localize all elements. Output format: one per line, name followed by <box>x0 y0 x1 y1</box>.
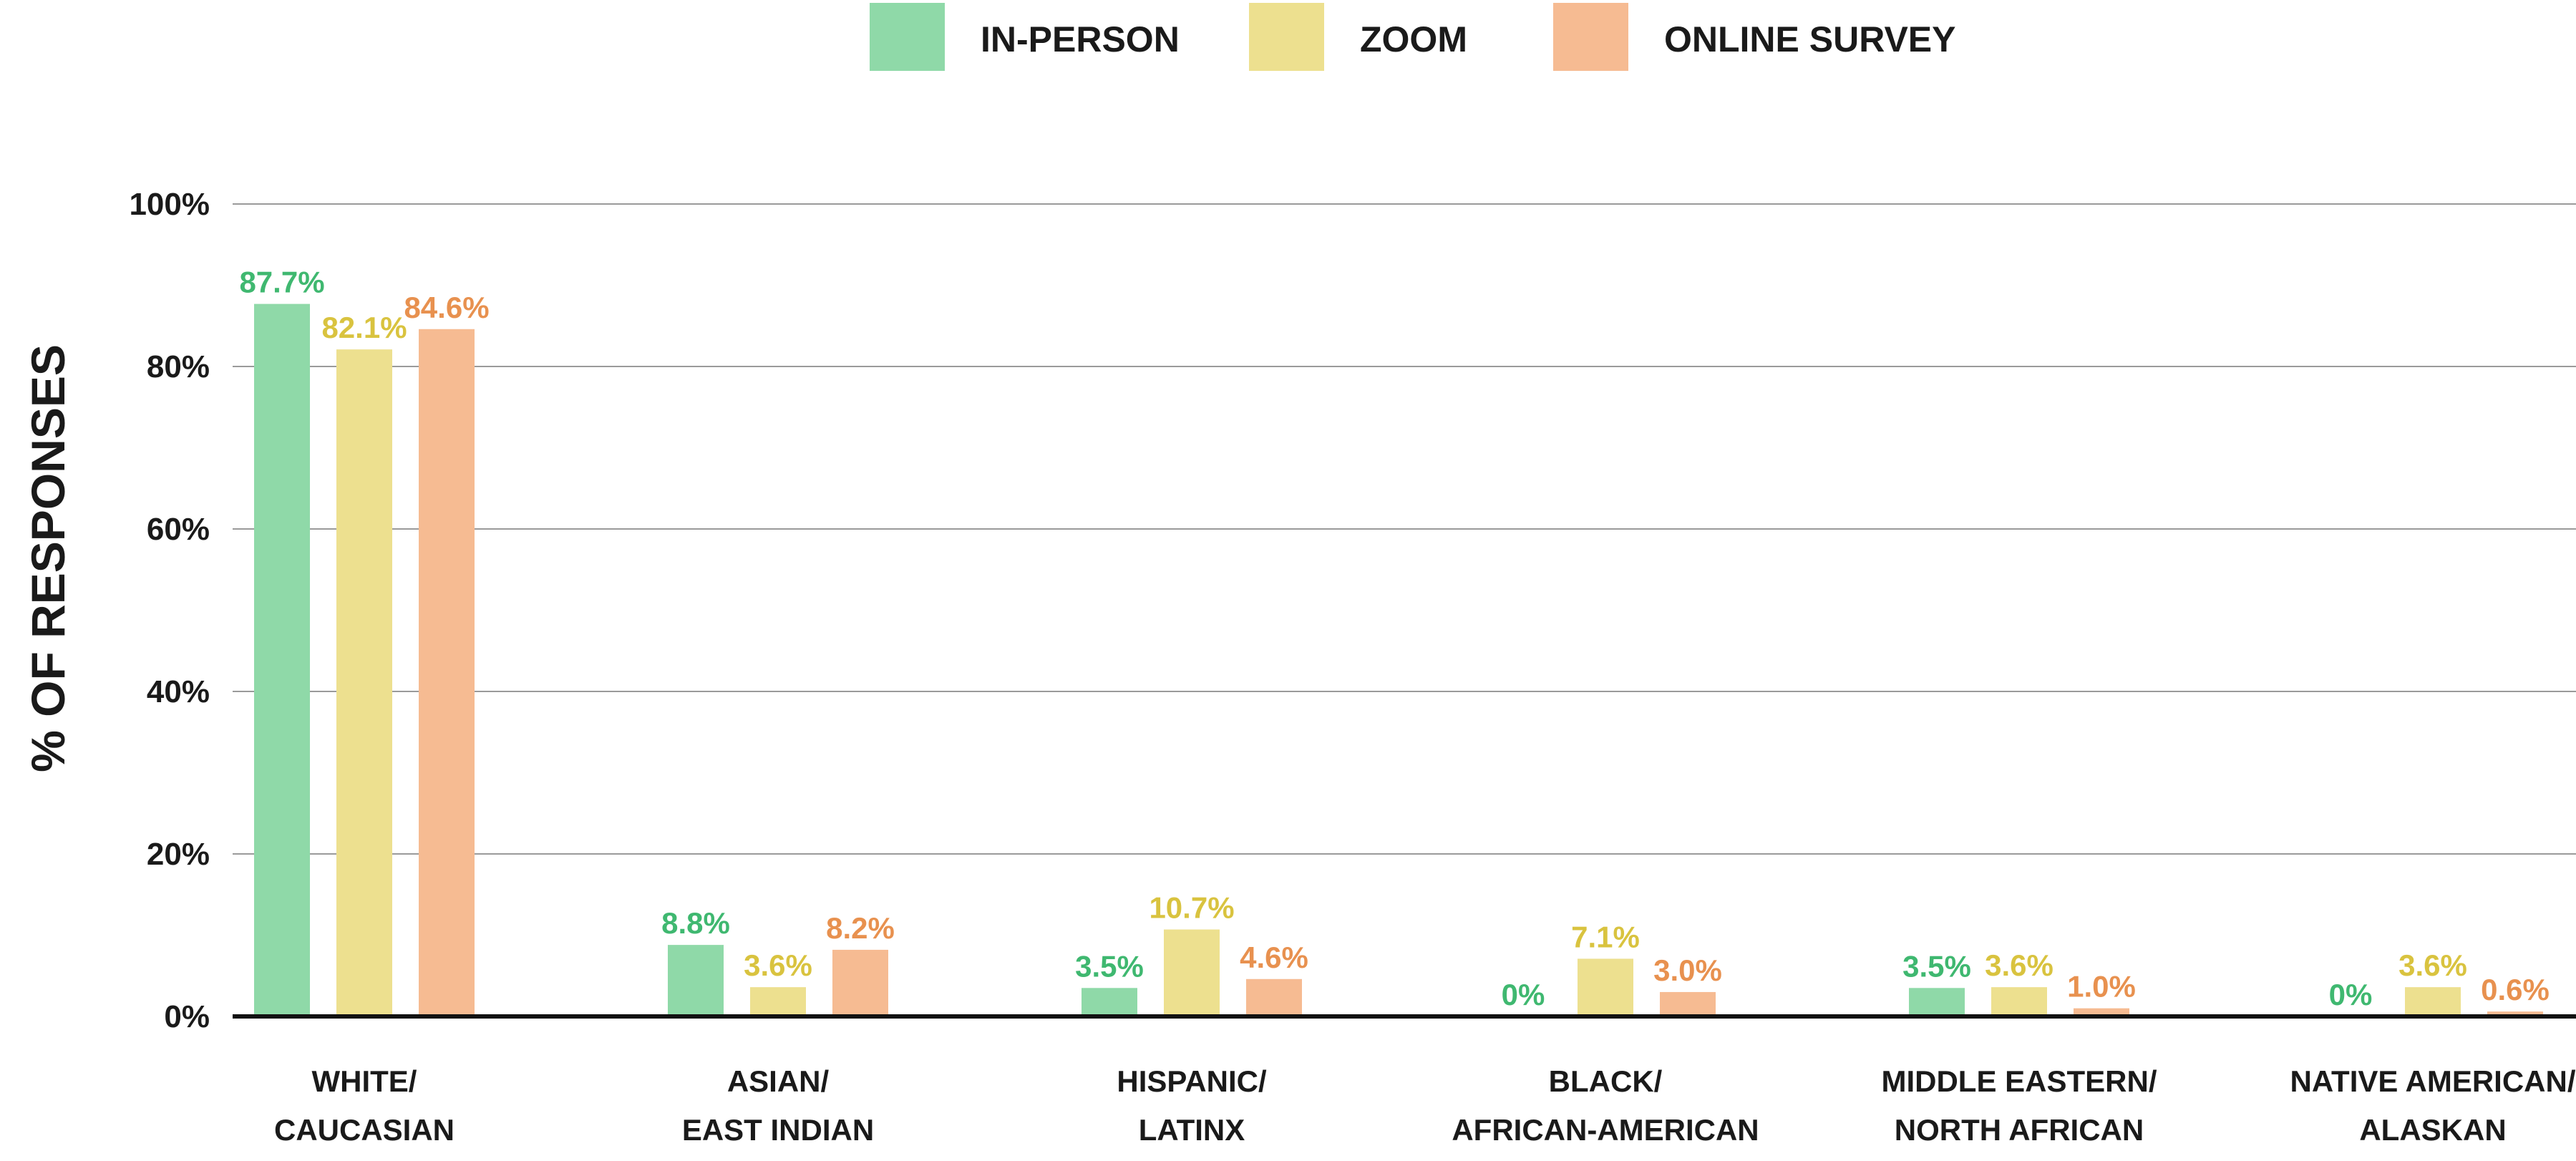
data-label: 4.6% <box>1240 941 1308 974</box>
legend-swatch <box>1249 3 1324 71</box>
bar <box>1909 988 1965 1016</box>
data-label: 84.6% <box>404 291 489 324</box>
bar <box>750 987 806 1016</box>
category-label: MIDDLE EASTERN/ <box>1881 1064 2157 1098</box>
bar <box>1991 987 2047 1016</box>
bar <box>2074 1008 2129 1016</box>
data-label: 3.0% <box>1653 953 1722 987</box>
bar <box>336 349 392 1016</box>
category-label: NORTH AFRICAN <box>1895 1113 2144 1147</box>
data-label: 0.6% <box>2481 973 2550 1006</box>
data-label: 0% <box>2329 978 2373 1011</box>
data-label: 82.1% <box>321 311 407 344</box>
bar <box>419 329 475 1016</box>
data-label: 87.7% <box>239 266 324 299</box>
value-labels: 87.7%82.1%84.6%8.8%3.6%8.2%3.5%10.7%4.6%… <box>239 266 2549 1011</box>
category-label: ASIAN/ <box>727 1064 830 1098</box>
legend: IN-PERSON ZOOM ONLINE SURVEY <box>870 3 1956 71</box>
y-tick-label: 100% <box>129 187 210 222</box>
category-label: CAUCASIAN <box>274 1113 455 1147</box>
y-axis-label: % OF RESPONSES <box>21 344 74 772</box>
data-label: 3.5% <box>1075 949 1144 983</box>
legend-swatch <box>870 3 945 71</box>
bar <box>2405 987 2461 1016</box>
bar <box>1660 991 1716 1016</box>
bar <box>668 945 724 1016</box>
y-tick-label: 0% <box>164 999 210 1034</box>
data-label: 0% <box>1502 978 1545 1011</box>
bar <box>1164 929 1220 1016</box>
data-label: 7.1% <box>1571 920 1640 953</box>
y-axis-ticks: 0% 20% 40% 60% 80% 100% <box>129 187 210 1034</box>
legend-swatch <box>1553 3 1628 71</box>
gridlines <box>233 203 2576 855</box>
data-label: 3.6% <box>2398 948 2467 982</box>
category-label: EAST INDIAN <box>682 1113 874 1147</box>
data-label: 8.2% <box>826 911 895 945</box>
data-label: 3.6% <box>1985 948 2053 982</box>
legend-label: ZOOM <box>1360 19 1467 59</box>
data-label: 3.6% <box>744 948 812 982</box>
bars <box>233 303 2576 1019</box>
y-tick-label: 40% <box>147 674 210 709</box>
category-label: NATIVE AMERICAN/ <box>2290 1064 2576 1098</box>
legend-label: IN-PERSON <box>981 19 1180 59</box>
category-label: BLACK/ <box>1549 1064 1663 1098</box>
bar <box>832 949 888 1016</box>
data-label: 1.0% <box>2067 970 2136 1004</box>
category-label: LATINX <box>1139 1113 1245 1147</box>
data-label: 3.5% <box>1902 949 1971 983</box>
category-labels: WHITE/CAUCASIAN ASIAN/EAST INDIAN HISPANIC… <box>274 1064 2576 1147</box>
category-label: HISPANIC/ <box>1117 1064 1267 1098</box>
legend-label: ONLINE SURVEY <box>1664 19 1956 59</box>
bar <box>254 303 310 1017</box>
data-label: 10.7% <box>1149 891 1234 925</box>
bar <box>1246 978 1302 1016</box>
y-tick-label: 60% <box>147 512 210 547</box>
y-tick-label: 20% <box>147 837 210 872</box>
data-label: 8.8% <box>661 906 730 940</box>
category-label: AFRICAN-AMERICAN <box>1452 1113 1759 1147</box>
category-label: ALASKAN <box>2359 1113 2506 1147</box>
bar <box>1082 988 1137 1016</box>
category-label: WHITE/ <box>312 1064 417 1098</box>
bar <box>2487 1011 2543 1016</box>
bar <box>1578 958 1633 1016</box>
y-tick-label: 80% <box>147 349 210 384</box>
